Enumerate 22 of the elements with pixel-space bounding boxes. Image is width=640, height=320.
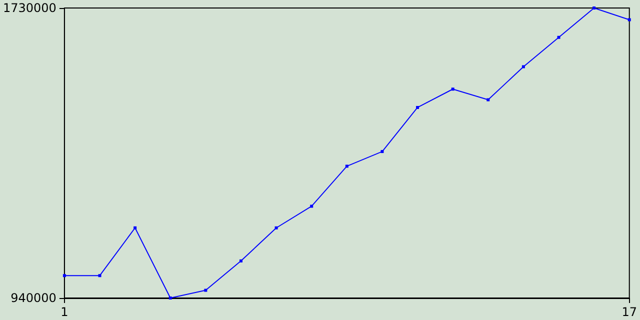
point	[451, 88, 454, 91]
point	[345, 164, 348, 168]
point	[592, 6, 596, 10]
point	[204, 288, 208, 292]
line-series	[62, 6, 631, 300]
point	[522, 65, 525, 68]
y-tick-label: 940000	[10, 291, 56, 305]
point	[274, 226, 278, 230]
y-tick-label: 1730000	[2, 1, 56, 15]
point	[168, 296, 172, 300]
point	[416, 106, 420, 109]
point	[310, 204, 314, 208]
point	[486, 98, 490, 102]
point	[380, 150, 384, 154]
x-tick-label: 1	[60, 305, 68, 319]
point	[134, 226, 137, 230]
point	[239, 259, 242, 262]
point	[628, 18, 631, 22]
x-tick-label: 17	[622, 305, 638, 319]
point	[98, 274, 102, 278]
point	[62, 274, 66, 278]
point	[557, 36, 560, 39]
